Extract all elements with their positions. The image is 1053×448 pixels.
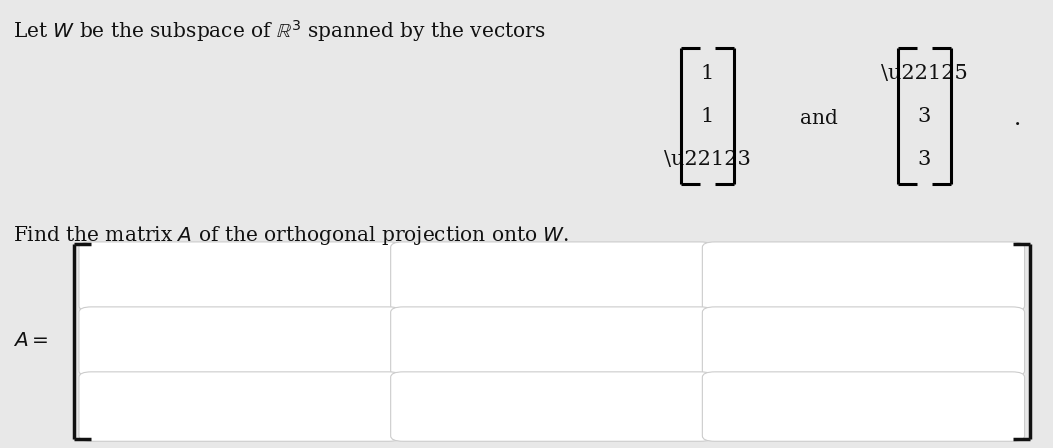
FancyBboxPatch shape xyxy=(391,372,713,441)
Text: 1: 1 xyxy=(701,65,714,83)
FancyBboxPatch shape xyxy=(84,244,1019,439)
Text: Find the matrix $A$ of the orthogonal projection onto $W$.: Find the matrix $A$ of the orthogonal pr… xyxy=(13,224,569,247)
Text: and: and xyxy=(800,109,838,128)
Text: $A =$: $A =$ xyxy=(13,331,48,350)
FancyBboxPatch shape xyxy=(702,242,1025,311)
Text: 3: 3 xyxy=(918,150,931,168)
Text: .: . xyxy=(1014,108,1021,130)
FancyBboxPatch shape xyxy=(391,242,713,311)
Text: 3: 3 xyxy=(918,107,931,126)
Text: Let $W$ be the subspace of $\mathbb{R}^3$ spanned by the vectors: Let $W$ be the subspace of $\mathbb{R}^3… xyxy=(13,18,545,44)
FancyBboxPatch shape xyxy=(79,242,401,311)
FancyBboxPatch shape xyxy=(79,307,401,376)
FancyBboxPatch shape xyxy=(391,307,713,376)
Text: 1: 1 xyxy=(701,107,714,126)
FancyBboxPatch shape xyxy=(702,307,1025,376)
Text: \u22123: \u22123 xyxy=(664,150,751,168)
FancyBboxPatch shape xyxy=(79,372,401,441)
Text: \u22125: \u22125 xyxy=(881,65,968,83)
FancyBboxPatch shape xyxy=(702,372,1025,441)
